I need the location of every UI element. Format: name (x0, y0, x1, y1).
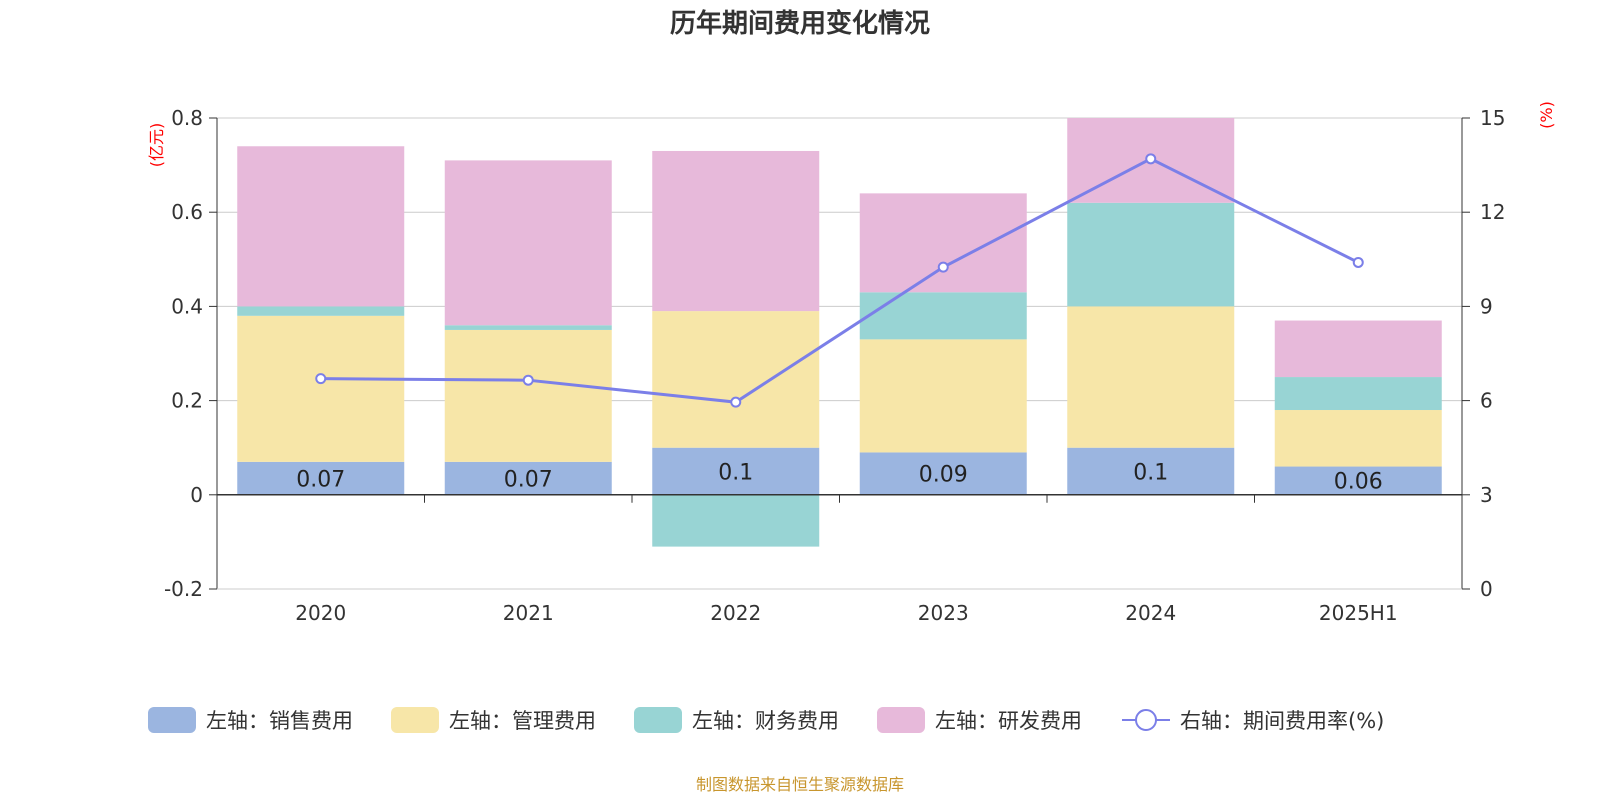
bar-2025H1 (1274, 410, 1442, 467)
bar-2023 (859, 452, 1027, 495)
right-tick-label: 6 (1480, 389, 1493, 413)
data-labels: 0.07 0.07 0.1 0.09 0.1 0.06 (296, 460, 1382, 494)
left-tick-label: 0.4 (171, 294, 203, 318)
left-tick-label: 0.8 (171, 106, 203, 130)
bar-2023 (859, 292, 1027, 340)
left-tick-label: 0.2 (171, 389, 203, 413)
legend: 左轴：销售费用 左轴：管理费用 左轴：财务费用 左轴：研发费用 右轴：期间费用率(%) (148, 707, 1384, 733)
legend-label: 右轴：期间费用率(%) (1180, 709, 1384, 733)
legend-swatch (634, 707, 682, 733)
bar-2021 (444, 461, 612, 495)
bar-2020 (237, 461, 405, 495)
bar-2025H1 (1274, 466, 1442, 495)
right-tick-label: 3 (1480, 483, 1493, 507)
data-label: 0.09 (919, 463, 968, 488)
right-tick-label: 15 (1480, 106, 1505, 130)
bar-2021 (444, 325, 612, 330)
bar-2020 (237, 306, 405, 316)
left-tick-label: -0.2 (164, 577, 203, 601)
expense-rate-point (1145, 153, 1157, 165)
x-tick-label: 2022 (710, 601, 761, 625)
bar-2020 (237, 146, 405, 307)
legend-swatch (391, 707, 439, 733)
bar-2025H1 (1274, 377, 1442, 411)
expense-rate-point (315, 373, 327, 385)
expense-rate-point (730, 396, 742, 408)
legend-swatch (877, 707, 925, 733)
x-tick-label: 2020 (295, 601, 346, 625)
legend-label: 左轴：管理费用 (449, 709, 596, 733)
bar-2022 (652, 447, 820, 495)
bar-2020 (237, 315, 405, 462)
axes: -0.2 0 0.2 0.4 0.6 0.8 0 3 6 9 12 15 2020 2021 2022 202… (147, 101, 1556, 625)
right-tick-label: 0 (1480, 577, 1493, 601)
bar-2022 (652, 311, 820, 448)
expense-rate-line (320, 157, 1359, 404)
expense-rate-point (522, 374, 534, 386)
right-tick-label: 9 (1480, 294, 1493, 318)
bar-2024 (1067, 306, 1235, 448)
bar-2023 (859, 339, 1027, 453)
data-label: 0.1 (718, 460, 753, 485)
bar-2024 (1067, 202, 1235, 307)
legend-marker (1135, 709, 1157, 731)
x-tick-label: 2023 (918, 601, 969, 625)
x-tick-label: 2025H1 (1319, 601, 1398, 625)
chart-title: 历年期间费用变化情况 (670, 8, 930, 39)
bar-2024 (1067, 447, 1235, 495)
expense-rate-point (937, 261, 949, 273)
x-tick-label: 2024 (1125, 601, 1176, 625)
data-label: 0.1 (1133, 460, 1168, 485)
data-label: 0.06 (1334, 470, 1383, 495)
bar-2022 (652, 494, 820, 547)
left-tick-label: 0 (190, 483, 203, 507)
legend-swatch (148, 707, 196, 733)
x-tick-label: 2021 (503, 601, 554, 625)
source-note: 制图数据来自恒生聚源数据库 (696, 775, 904, 794)
data-label: 0.07 (504, 467, 553, 492)
bar-2021 (444, 329, 612, 462)
left-tick-label: 0.6 (171, 200, 203, 224)
right-tick-label: 12 (1480, 200, 1505, 224)
bar-2021 (444, 160, 612, 326)
left-axis-unit: (亿元) (147, 123, 166, 168)
right-axis-unit: (%) (1537, 101, 1556, 129)
bar-series (237, 118, 1442, 547)
line-series (315, 153, 1364, 408)
bar-2022 (652, 150, 820, 312)
bar-2025H1 (1274, 320, 1442, 378)
data-label: 0.07 (296, 467, 345, 492)
bar-2023 (859, 193, 1027, 293)
expense-rate-point (1352, 256, 1364, 268)
legend-label: 左轴：销售费用 (206, 709, 353, 733)
legend-label: 左轴：财务费用 (692, 709, 839, 733)
legend-label: 左轴：研发费用 (935, 709, 1082, 733)
